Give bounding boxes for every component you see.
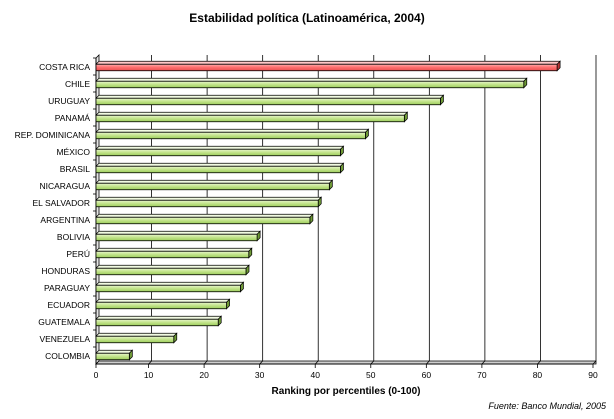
category-label: PERÚ — [66, 249, 90, 259]
x-tick-label: 70 — [477, 370, 487, 380]
bar-brasil — [95, 162, 345, 174]
bar-guatemala — [95, 315, 223, 327]
category-label: URUGUAY — [48, 96, 90, 106]
bar-panamá — [95, 111, 409, 123]
bar-ecuador — [95, 298, 231, 310]
category-label: ARGENTINA — [40, 215, 90, 225]
x-tick-label: 30 — [255, 370, 265, 380]
x-tick-label: 60 — [422, 370, 432, 380]
bar-nicaragua — [95, 179, 334, 191]
x-tick-label: 10 — [144, 370, 154, 380]
bar-honduras — [95, 264, 250, 276]
bar-bolivia — [95, 230, 261, 242]
category-label: REP. DOMINICANA — [15, 130, 91, 140]
x-axis-label: Ranking por percentiles (0-100) — [271, 386, 421, 397]
bar-venezuela — [95, 332, 178, 344]
bar-perú — [95, 247, 253, 259]
x-tick-label: 80 — [533, 370, 543, 380]
category-label: PANAMÁ — [55, 113, 91, 123]
category-label: EL SALVADOR — [33, 198, 90, 208]
x-tick-label: 90 — [588, 370, 598, 380]
category-label: COLOMBIA — [45, 351, 90, 361]
category-label: CHILE — [65, 79, 90, 89]
category-label: BOLIVIA — [57, 232, 90, 242]
bar-rep-dominicana — [95, 128, 370, 140]
category-label: MÉXICO — [56, 147, 90, 157]
x-tick-label: 50 — [366, 370, 376, 380]
category-label: COSTA RICA — [39, 62, 90, 72]
chart-title: Estabilidad política (Latinoamérica, 200… — [189, 11, 425, 25]
category-label: HONDURAS — [41, 266, 90, 276]
x-tick-label: 40 — [310, 370, 320, 380]
bar-méxico — [95, 145, 345, 157]
x-tick-label: 0 — [94, 370, 99, 380]
bar-costa-rica — [95, 60, 561, 72]
category-label: PARAGUAY — [44, 283, 90, 293]
bar-chile — [95, 77, 528, 89]
category-label: GUATEMALA — [38, 317, 90, 327]
bar-el-salvador — [95, 196, 323, 208]
bar-colombia — [95, 349, 134, 361]
category-label: BRASIL — [60, 164, 91, 174]
bar-paraguay — [95, 281, 245, 293]
category-label: VENEZUELA — [39, 334, 90, 344]
category-label: ECUADOR — [47, 300, 90, 310]
category-label: NICARAGUA — [39, 181, 90, 191]
bar-uruguay — [95, 94, 445, 106]
source-note: Fuente: Banco Mundial, 2005 — [488, 401, 606, 411]
bar-argentina — [95, 213, 314, 225]
x-tick-label: 20 — [199, 370, 209, 380]
gridline-floor — [592, 360, 597, 365]
